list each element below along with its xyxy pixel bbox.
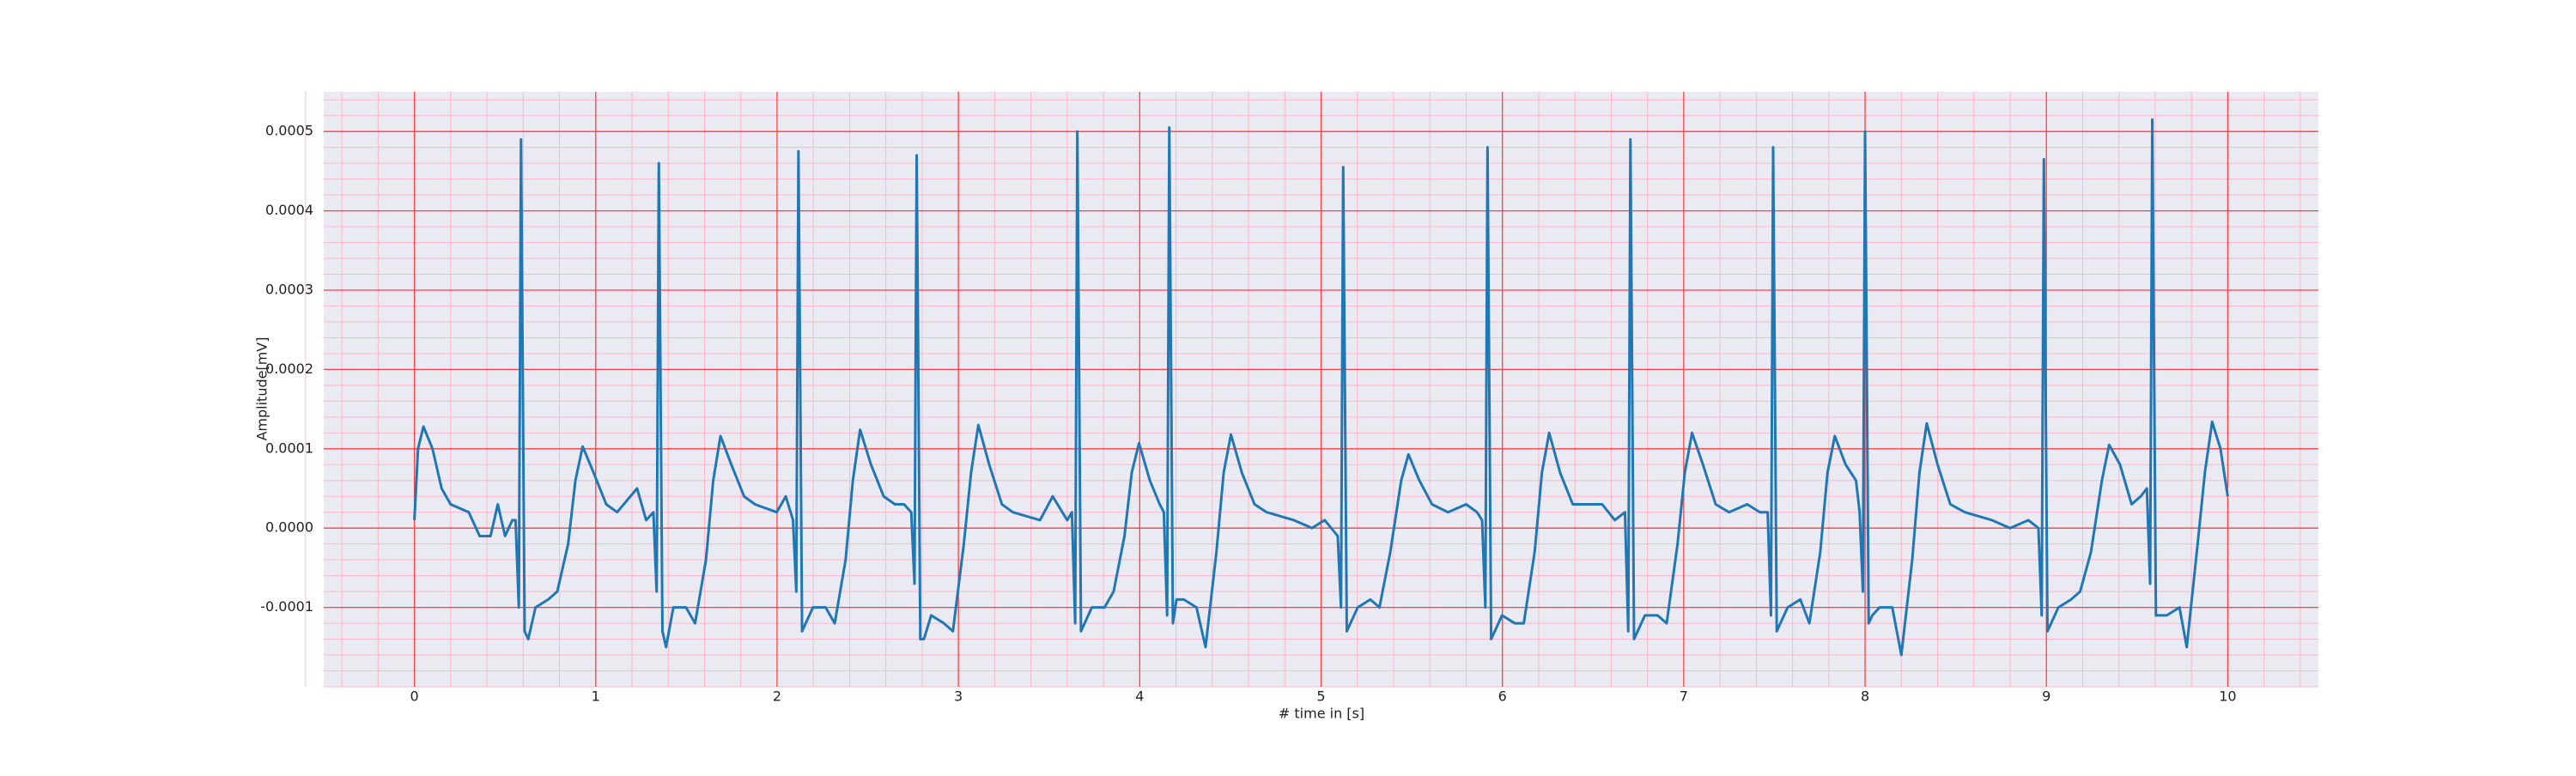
x-tick-label: 4 xyxy=(1135,688,1144,705)
x-tick-label: 7 xyxy=(1680,688,1688,705)
x-tick-label: 6 xyxy=(1498,688,1507,705)
x-tick-label: 5 xyxy=(1316,688,1325,705)
signal-line xyxy=(413,118,2229,657)
y-tick-label: 0.0003 xyxy=(265,282,313,298)
y-tick-label: 0.0001 xyxy=(265,440,313,456)
x-tick-label: 9 xyxy=(2042,688,2050,705)
y-tick-label: -0.0001 xyxy=(260,598,313,615)
y-tick-label: 0.0002 xyxy=(265,361,313,377)
x-axis-label: # time in [s] xyxy=(1279,706,1364,722)
x-tick-label: 0 xyxy=(410,688,418,705)
x-tick-label: 10 xyxy=(2219,688,2236,705)
y-tick-label: 0.0004 xyxy=(265,202,313,218)
y-tick-label: 0.0000 xyxy=(265,519,313,536)
x-tick-label: 3 xyxy=(954,688,963,705)
y-axis-label: Amplitude[mV] xyxy=(254,336,270,440)
x-tick-label: 8 xyxy=(1861,688,1869,705)
y-tick-label: 0.0005 xyxy=(265,123,313,139)
x-tick-label: 1 xyxy=(592,688,600,705)
x-tick-label: 2 xyxy=(773,688,781,705)
